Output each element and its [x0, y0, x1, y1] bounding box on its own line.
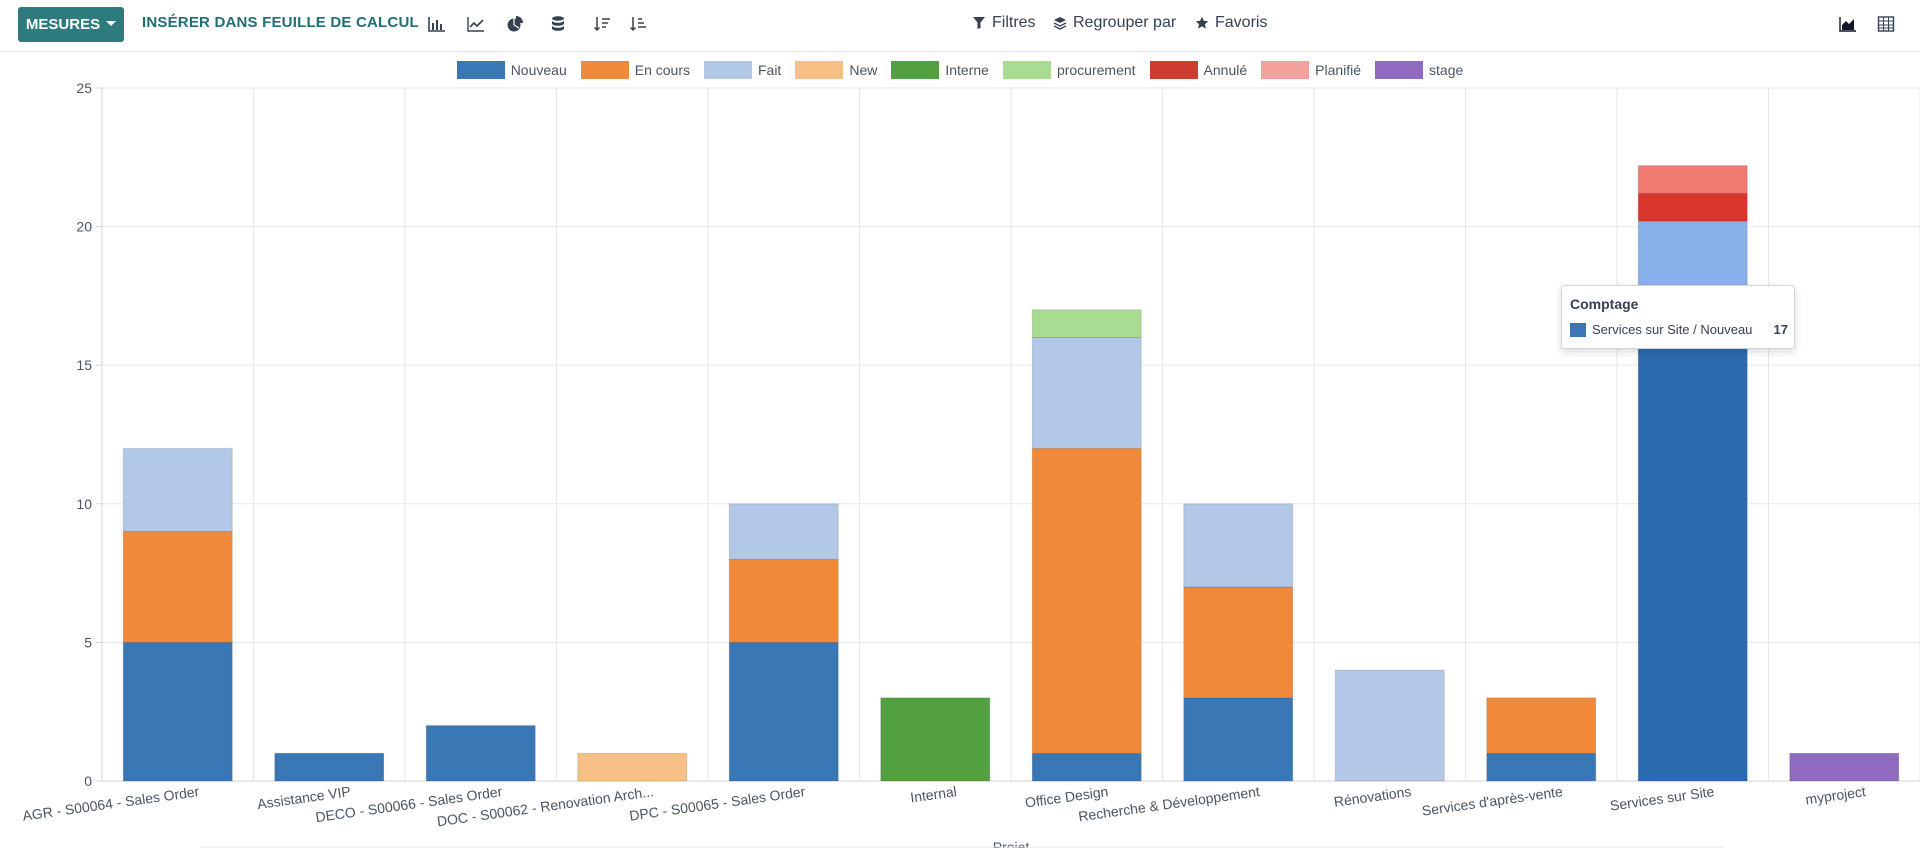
insert-spreadsheet-button[interactable]: INSÉRER DANS FEUILLE DE CALCUL: [142, 14, 419, 31]
legend-swatch: [580, 61, 629, 79]
legend-item[interactable]: Annulé: [1149, 61, 1248, 79]
sort-ascending-icon[interactable]: [628, 14, 648, 34]
y-tick-label: 10: [76, 496, 92, 512]
measures-button[interactable]: MESURES: [18, 7, 124, 42]
tooltip-swatch: [1570, 322, 1586, 337]
legend-item[interactable]: Planifié: [1261, 61, 1361, 79]
legend-label: En cours: [634, 62, 690, 78]
favorites-button[interactable]: Favoris: [1195, 14, 1267, 32]
legend-swatch: [1149, 61, 1198, 79]
bar-segment: [1183, 503, 1294, 588]
y-tick-label: 0: [84, 773, 92, 789]
bar-segment: [122, 531, 233, 643]
bar-segment: [1183, 586, 1294, 699]
y-tick-label: 5: [84, 634, 92, 650]
legend-swatch: [891, 61, 940, 79]
x-tick-label: Internal: [909, 783, 957, 805]
bar-chart-icon[interactable]: [427, 14, 447, 34]
legend-item[interactable]: Interne: [891, 61, 989, 79]
pie-chart-icon[interactable]: [505, 14, 525, 34]
legend-swatch: [456, 61, 505, 79]
x-tick-label: myproject: [1804, 783, 1866, 807]
groupby-label: Regrouper par: [1073, 14, 1177, 31]
table-icon[interactable]: [1876, 14, 1896, 34]
bar-segment: [1637, 165, 1748, 194]
x-tick-label: AGR - S00064 - Sales Order: [21, 783, 200, 824]
tooltip-label: Services sur Site / Nouveau: [1592, 322, 1753, 337]
legend-swatch: [1375, 61, 1424, 79]
legend-swatch: [795, 61, 844, 79]
legend-label: Fait: [757, 62, 782, 78]
legend-swatch: [1002, 61, 1051, 79]
bar-segment: [728, 641, 839, 782]
legend-label: stage: [1429, 62, 1464, 78]
legend-label: New: [849, 62, 878, 78]
filters-button[interactable]: Filtres: [972, 14, 1036, 32]
bar-segment: [577, 752, 688, 782]
stacked-database-icon[interactable]: [548, 14, 568, 34]
bar-segment: [1637, 309, 1748, 782]
legend-swatch: [703, 61, 752, 79]
bar-segment: [1789, 752, 1900, 782]
bar-segment: [1031, 752, 1142, 782]
bar-segment: [1486, 752, 1597, 782]
line-chart-icon[interactable]: [466, 14, 486, 34]
x-tick-label: Services d'après-vente: [1421, 783, 1564, 819]
tooltip-title: Comptage: [1570, 296, 1639, 312]
chart-legend: Nouveau En cours Fait New Interne procurement…: [0, 61, 1920, 79]
legend-label: Annulé: [1203, 62, 1248, 78]
filter-icon: [973, 17, 985, 29]
legend-item[interactable]: procurement: [1002, 61, 1136, 79]
bar-segment: [1183, 697, 1294, 782]
y-tick-label: 15: [76, 357, 92, 373]
legend-label: procurement: [1056, 62, 1136, 78]
bar-segment: [122, 447, 233, 533]
sort-descending-icon[interactable]: [592, 14, 612, 34]
y-tick-label: 20: [76, 219, 92, 235]
bar-segment: [425, 725, 536, 782]
legend-label: Planifié: [1315, 62, 1362, 78]
bar-segment: [1031, 309, 1142, 338]
legend-label: Nouveau: [510, 62, 567, 78]
x-tick-label: Rénovations: [1333, 783, 1412, 810]
bar-segment: [1637, 192, 1748, 222]
bar-segment: [274, 752, 385, 782]
tooltip-value: 17: [1773, 322, 1788, 337]
bar-segment: [728, 558, 839, 643]
legend-item[interactable]: New: [795, 61, 877, 79]
layers-icon: [1053, 17, 1067, 30]
star-icon: [1195, 16, 1209, 29]
legend-item[interactable]: Nouveau: [456, 61, 567, 79]
favorites-label: Favoris: [1215, 14, 1268, 31]
bar-segment: [1031, 336, 1142, 449]
legend-item[interactable]: stage: [1375, 61, 1463, 79]
filters-label: Filtres: [992, 14, 1036, 31]
x-axis-title: Projet: [993, 839, 1030, 848]
y-tick-label: 25: [76, 80, 92, 96]
measures-label: MESURES: [25, 16, 101, 33]
chart-tooltip: Comptage Services sur Site / Nouveau 17: [1561, 285, 1795, 349]
bar-segment: [1486, 697, 1597, 754]
bar-segment: [122, 641, 233, 782]
legend-swatch: [1261, 61, 1310, 79]
legend-label: Interne: [945, 62, 989, 78]
caret-down-icon: [106, 21, 117, 26]
legend-item[interactable]: Fait: [703, 61, 782, 79]
legend-item[interactable]: En cours: [580, 61, 690, 79]
bar-segment: [880, 697, 991, 782]
x-tick-label: Services sur Site: [1609, 783, 1715, 813]
groupby-button[interactable]: Regrouper par: [1053, 14, 1176, 32]
toolbar: MESURES INSÉRER DANS FEUILLE DE CALCUL F…: [0, 0, 1920, 52]
bar-segment: [1031, 447, 1142, 754]
area-chart-icon[interactable]: [1838, 14, 1858, 34]
tooltip-row: Services sur Site / Nouveau 17: [1570, 322, 1788, 337]
bar-segment: [728, 503, 839, 560]
x-tick-label: DPC - S00065 - Sales Order: [628, 783, 806, 824]
bar-segment: [1334, 669, 1445, 782]
